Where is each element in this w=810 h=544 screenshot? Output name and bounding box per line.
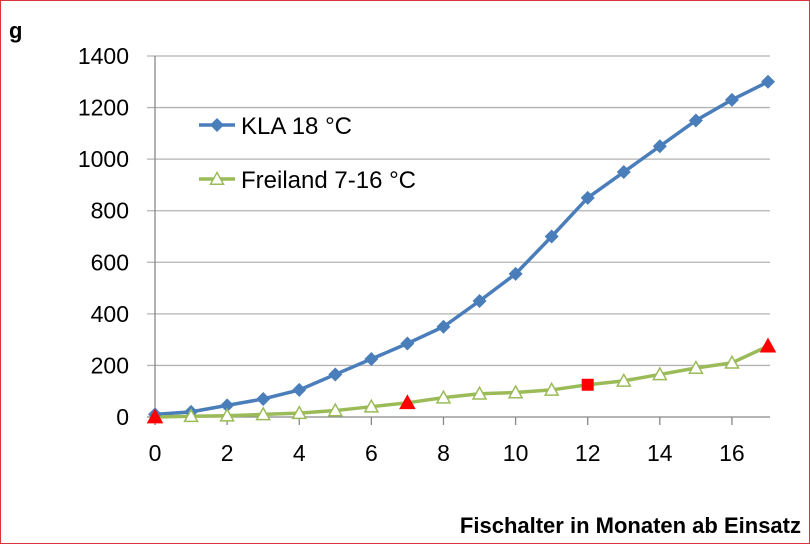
highlight-marker [581,378,594,391]
data-point [219,407,235,422]
data-point [544,229,559,244]
data-point [436,319,451,334]
x-tick-label: 10 [503,440,529,466]
data-point [363,398,380,413]
y-tick-label: 1000 [78,146,129,172]
x-tick-label: 16 [719,440,745,466]
data-point [471,385,488,400]
data-point [328,367,343,382]
x-tick-label: 0 [149,440,162,466]
highlight-marker [759,337,777,353]
legend-label: Freiland 7-16 °C [241,167,416,194]
data-point [327,402,344,417]
legend-marker [210,118,224,132]
x-tick-label: 14 [647,440,673,466]
data-point [183,408,199,423]
y-tick-label: 1400 [78,43,129,69]
data-point [435,389,452,404]
legend-label: KLA 18 °C [241,113,352,140]
highlight-marker [399,394,416,410]
y-tick-label: 0 [116,404,129,430]
data-point [616,165,631,180]
data-point [724,354,740,369]
data-point [400,336,415,351]
data-point [652,366,668,381]
data-point [688,359,704,374]
data-point [508,266,523,281]
data-point [580,190,595,205]
data-point [724,92,739,107]
data-point [220,398,235,413]
x-axis-label: Fischalter in Monaten ab Einsatz [460,513,801,538]
y-axis-label: g [9,18,22,43]
data-point [364,351,379,366]
data-point [255,406,271,421]
series-line-1 [154,344,769,419]
data-point [256,391,271,406]
x-tick-label: 2 [221,440,234,466]
data-point [507,384,524,399]
series-line-0 [154,80,769,417]
y-tick-label: 800 [91,198,129,224]
data-point [291,405,308,420]
data-point [543,381,560,396]
x-tick-label: 12 [575,440,601,466]
legend-marker [209,170,225,185]
y-tick-label: 200 [91,352,129,378]
y-tick-label: 600 [91,249,129,275]
data-point [688,113,703,128]
data-point [652,139,667,154]
x-tick-label: 6 [365,440,378,466]
y-tick-label: 400 [91,301,129,327]
data-point [472,293,487,308]
data-point [292,382,307,397]
highlight-marker [146,408,164,424]
data-point [761,74,775,89]
data-point [615,372,632,387]
y-tick-label: 1200 [78,95,129,121]
x-tick-label: 8 [437,440,450,466]
x-tick-label: 4 [293,440,306,466]
